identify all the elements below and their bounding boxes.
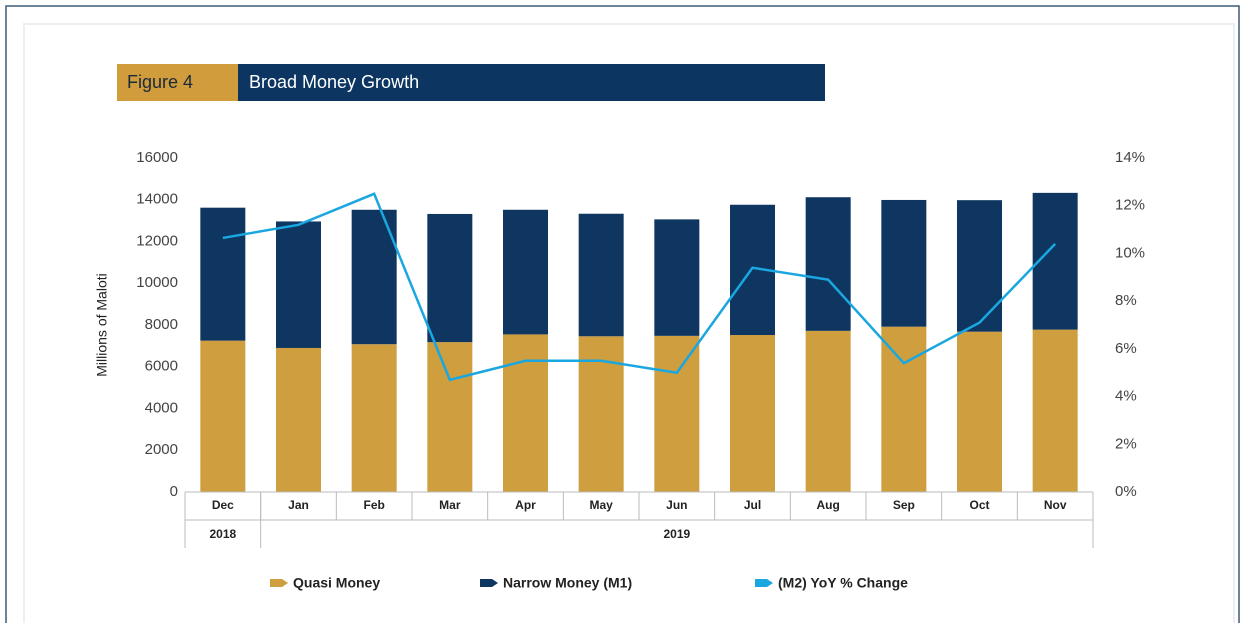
x-tick-label: Oct: [969, 498, 989, 512]
bar: [276, 347, 321, 492]
x-tick-label: Feb: [363, 498, 384, 512]
line: [222, 192, 1057, 382]
legend-swatch: [270, 579, 288, 587]
x-tick-label: Jun: [666, 498, 687, 512]
y-tick-label: 0: [170, 483, 178, 500]
year-label: 2019: [663, 527, 690, 541]
bar: [881, 326, 927, 492]
title-box: [238, 64, 825, 101]
y2-tick-label: 4%: [1115, 388, 1137, 405]
y2-tick-label: 2%: [1115, 435, 1137, 452]
x-tick-label: Jul: [744, 498, 761, 512]
figure-label: Figure 4: [127, 72, 193, 92]
y-tick-label: 10000: [136, 274, 178, 291]
bar: [200, 340, 246, 492]
bar: [351, 344, 397, 492]
x-tick-label: Mar: [439, 498, 461, 512]
bar: [427, 342, 473, 492]
legend-swatch: [480, 579, 498, 587]
inner-frame: [23, 23, 1235, 623]
bar: [276, 221, 321, 348]
legend-swatch: [755, 579, 773, 587]
bar: [578, 213, 624, 337]
y-tick-label: 6000: [145, 358, 178, 375]
y-tick-label: 8000: [145, 316, 178, 333]
bar: [427, 213, 473, 343]
x-tick-label: Dec: [212, 498, 234, 512]
legend-label: (M2) YoY % Change: [778, 575, 908, 591]
figure-label-box: [117, 64, 238, 101]
year-label: 2018: [209, 527, 236, 541]
y-tick-label: 14000: [136, 191, 178, 208]
x-tick-label: Apr: [515, 498, 536, 512]
y-tick-label: 2000: [145, 441, 178, 458]
bar: [805, 330, 851, 492]
y2-tick-label: 14%: [1115, 149, 1145, 166]
y2-tick-label: 10%: [1115, 244, 1145, 261]
x-tick-label: Sep: [893, 498, 915, 512]
y2-tick-label: 12%: [1115, 197, 1145, 214]
x-tick-label: Nov: [1044, 498, 1067, 512]
y-tick-label: 16000: [136, 149, 178, 166]
x-tick-label: Aug: [817, 498, 840, 512]
bar: [654, 219, 700, 336]
y2-tick-label: 6%: [1115, 340, 1137, 357]
x-tick-label: May: [589, 498, 613, 512]
x-tick-label: Jan: [288, 498, 309, 512]
y-axis-label: Millions of Maloti: [94, 273, 110, 376]
y-tick-label: 12000: [136, 232, 178, 249]
bar: [200, 207, 246, 341]
bar: [1032, 329, 1078, 492]
bar: [881, 199, 927, 327]
y-tick-label: 4000: [145, 399, 178, 416]
y2-tick-label: 0%: [1115, 483, 1137, 500]
bar: [654, 335, 700, 492]
bar: [805, 197, 851, 331]
legend-label: Narrow Money (M1): [503, 575, 632, 591]
y2-tick-label: 8%: [1115, 292, 1137, 309]
legend-label: Quasi Money: [293, 575, 380, 591]
bar: [503, 334, 548, 492]
bar: [730, 335, 775, 492]
bar: [957, 200, 1002, 332]
chart-title: Broad Money Growth: [249, 72, 419, 92]
bar: [957, 331, 1002, 492]
bar: [503, 209, 548, 335]
frame: [5, 5, 1240, 623]
